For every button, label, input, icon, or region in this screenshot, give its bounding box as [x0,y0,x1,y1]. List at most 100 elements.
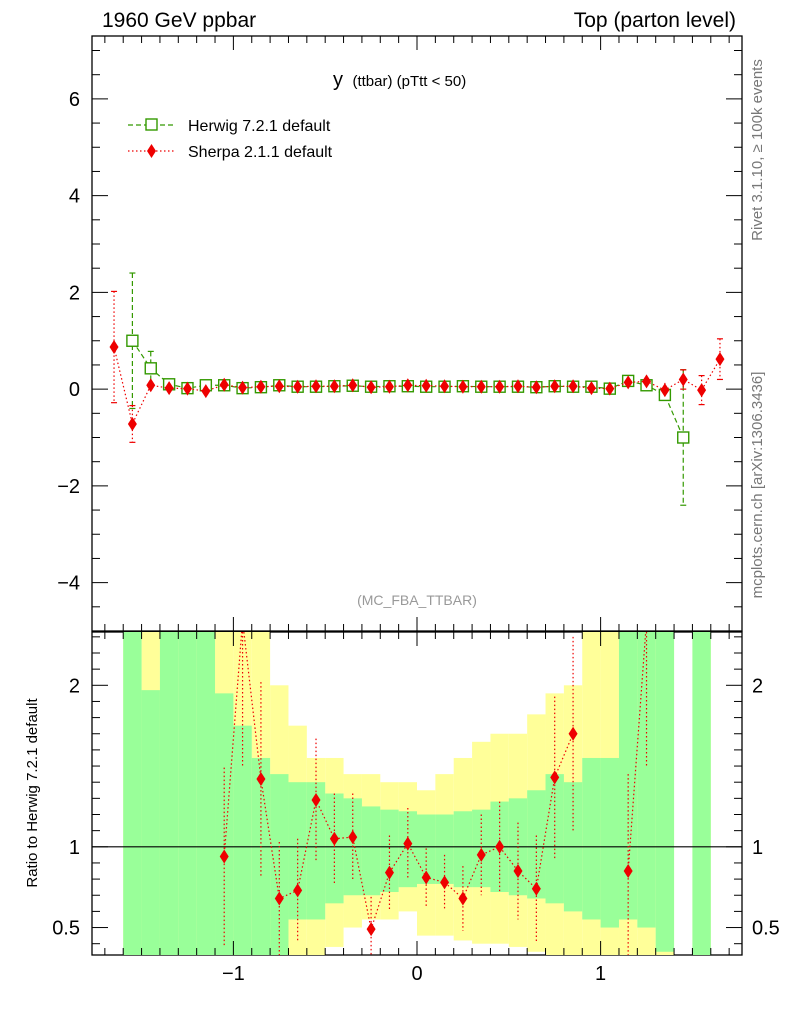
ratio-y-tick-label-left: 2 [69,675,80,697]
ratio-band-1sigma [545,774,564,904]
sherpa-point [531,380,541,395]
sherpa-point [201,384,211,399]
ratio-point [274,891,284,906]
herwig-point [144,362,157,375]
ratio-point [219,849,229,864]
ratio-band-1sigma [655,632,675,952]
ratio-y-tick-label-left: 1 [69,837,80,859]
ratio-x-tick-label: 1 [595,963,606,985]
legend-sherpa-label: Sherpa 2.1.1 default [188,144,333,161]
sherpa-point [403,378,413,393]
plot-title-sub: (ttbar) (pTtt < 50) [352,73,466,90]
ratio-connecting-line [627,632,647,872]
ratio-band-1sigma [453,811,473,888]
main-y-tick-label: −2 [57,476,80,498]
ratio-points [219,632,648,955]
sherpa-point [513,379,523,394]
ratio-point [384,865,394,880]
ratio-band-1sigma [196,632,216,955]
mcplots-label: mcplots.cern.ch [arXiv:1306.3436] [749,372,766,599]
sherpa-point [329,379,339,394]
ratio-point [293,883,303,898]
ratio-band-1sigma [637,632,656,928]
ratio-point [458,891,468,906]
main-y-tick-label: 2 [69,282,80,304]
sherpa-point [605,381,615,396]
ratio-band-1sigma [123,632,142,955]
sherpa-point [642,374,652,389]
plot-title: y (ttbar) (pTtt < 50) [333,69,466,91]
ratio-band-1sigma [600,757,619,928]
header-right-title: Top (parton level) [574,9,736,32]
ratio-point [476,847,486,862]
sherpa-point [348,378,358,393]
rivet-version-label: Rivet 3.1.10, ≥ 100k events [749,59,766,241]
ratio-y-axis-label: Ratio to Herwig 7.2.1 default [24,698,41,888]
ratio-band-1sigma [159,632,179,955]
ratio-point [568,726,578,741]
ratio-band-1sigma [435,814,454,884]
ratio-y-tick-label-left: 0.5 [52,918,80,940]
sherpa-point [238,380,248,395]
ratio-band-1sigma [692,632,711,955]
sherpa-point [366,380,376,395]
sherpa-point [421,378,431,393]
ratio-band-1sigma [582,757,601,920]
sherpa-point [109,340,119,355]
ratio-point [329,831,339,846]
ratio-point [531,881,541,896]
main-y-tick-label: 4 [69,186,80,208]
plot-title-main: y [333,69,343,91]
ratio-point [311,792,321,807]
sherpa-point [715,352,725,367]
ratio-x-tick-label: −1 [222,963,245,985]
ratio-band-1sigma [233,725,252,955]
ratio-point [495,839,505,854]
ratio-point [348,830,358,845]
analysis-label: (MC_FBA_TTBAR) [357,592,477,608]
sherpa-connecting-line [113,346,721,426]
main-y-tick-label: 6 [69,89,80,111]
sherpa-point [550,379,560,394]
ratio-band-1sigma [325,793,344,904]
ratio-point [440,875,450,890]
sherpa-point [586,381,596,396]
legend-herwig-marker [145,118,158,131]
sherpa-point [256,379,266,394]
ratio-band-1sigma [618,632,638,920]
ratio-point [403,836,413,851]
herwig-point [677,431,690,444]
ratio-point [366,922,376,937]
ratio-x-tick-label: 0 [411,963,422,985]
sherpa-point [274,379,284,394]
legend: Herwig 7.2.1 default Sherpa 2.1.1 defaul… [128,118,333,161]
ratio-point [256,771,266,786]
ratio-point [623,864,633,879]
axis-ticks [92,36,742,955]
sherpa-point [568,379,578,394]
herwig-point [126,334,139,347]
ratio-point [421,870,431,885]
sherpa-point [127,416,137,431]
sherpa-point [293,379,303,394]
sherpa-point [182,381,192,396]
sherpa-point [495,379,505,394]
sherpa-point [458,379,468,394]
ratio-point [550,770,560,785]
sherpa-point [146,378,156,393]
header-left-title: 1960 GeV ppbar [102,9,256,32]
ratio-band-1sigma [380,809,399,893]
sherpa-point [697,383,707,398]
ratio-band-1sigma [270,774,289,955]
sherpa-point [311,379,321,394]
axis-tick-labels: −1 0 1 −4 −2 0 2 4 6 0.5 0.5 1 1 2 2 [52,89,780,985]
sherpa-point [660,383,670,398]
ratio-y-tick-label-right: 2 [752,675,763,697]
ratio-band-1sigma [141,690,160,955]
sherpa-point [219,377,229,392]
sherpa-point [476,379,486,394]
main-y-tick-label: 0 [69,379,80,401]
sherpa-point [623,375,633,390]
ratio-band-1sigma [361,806,381,896]
